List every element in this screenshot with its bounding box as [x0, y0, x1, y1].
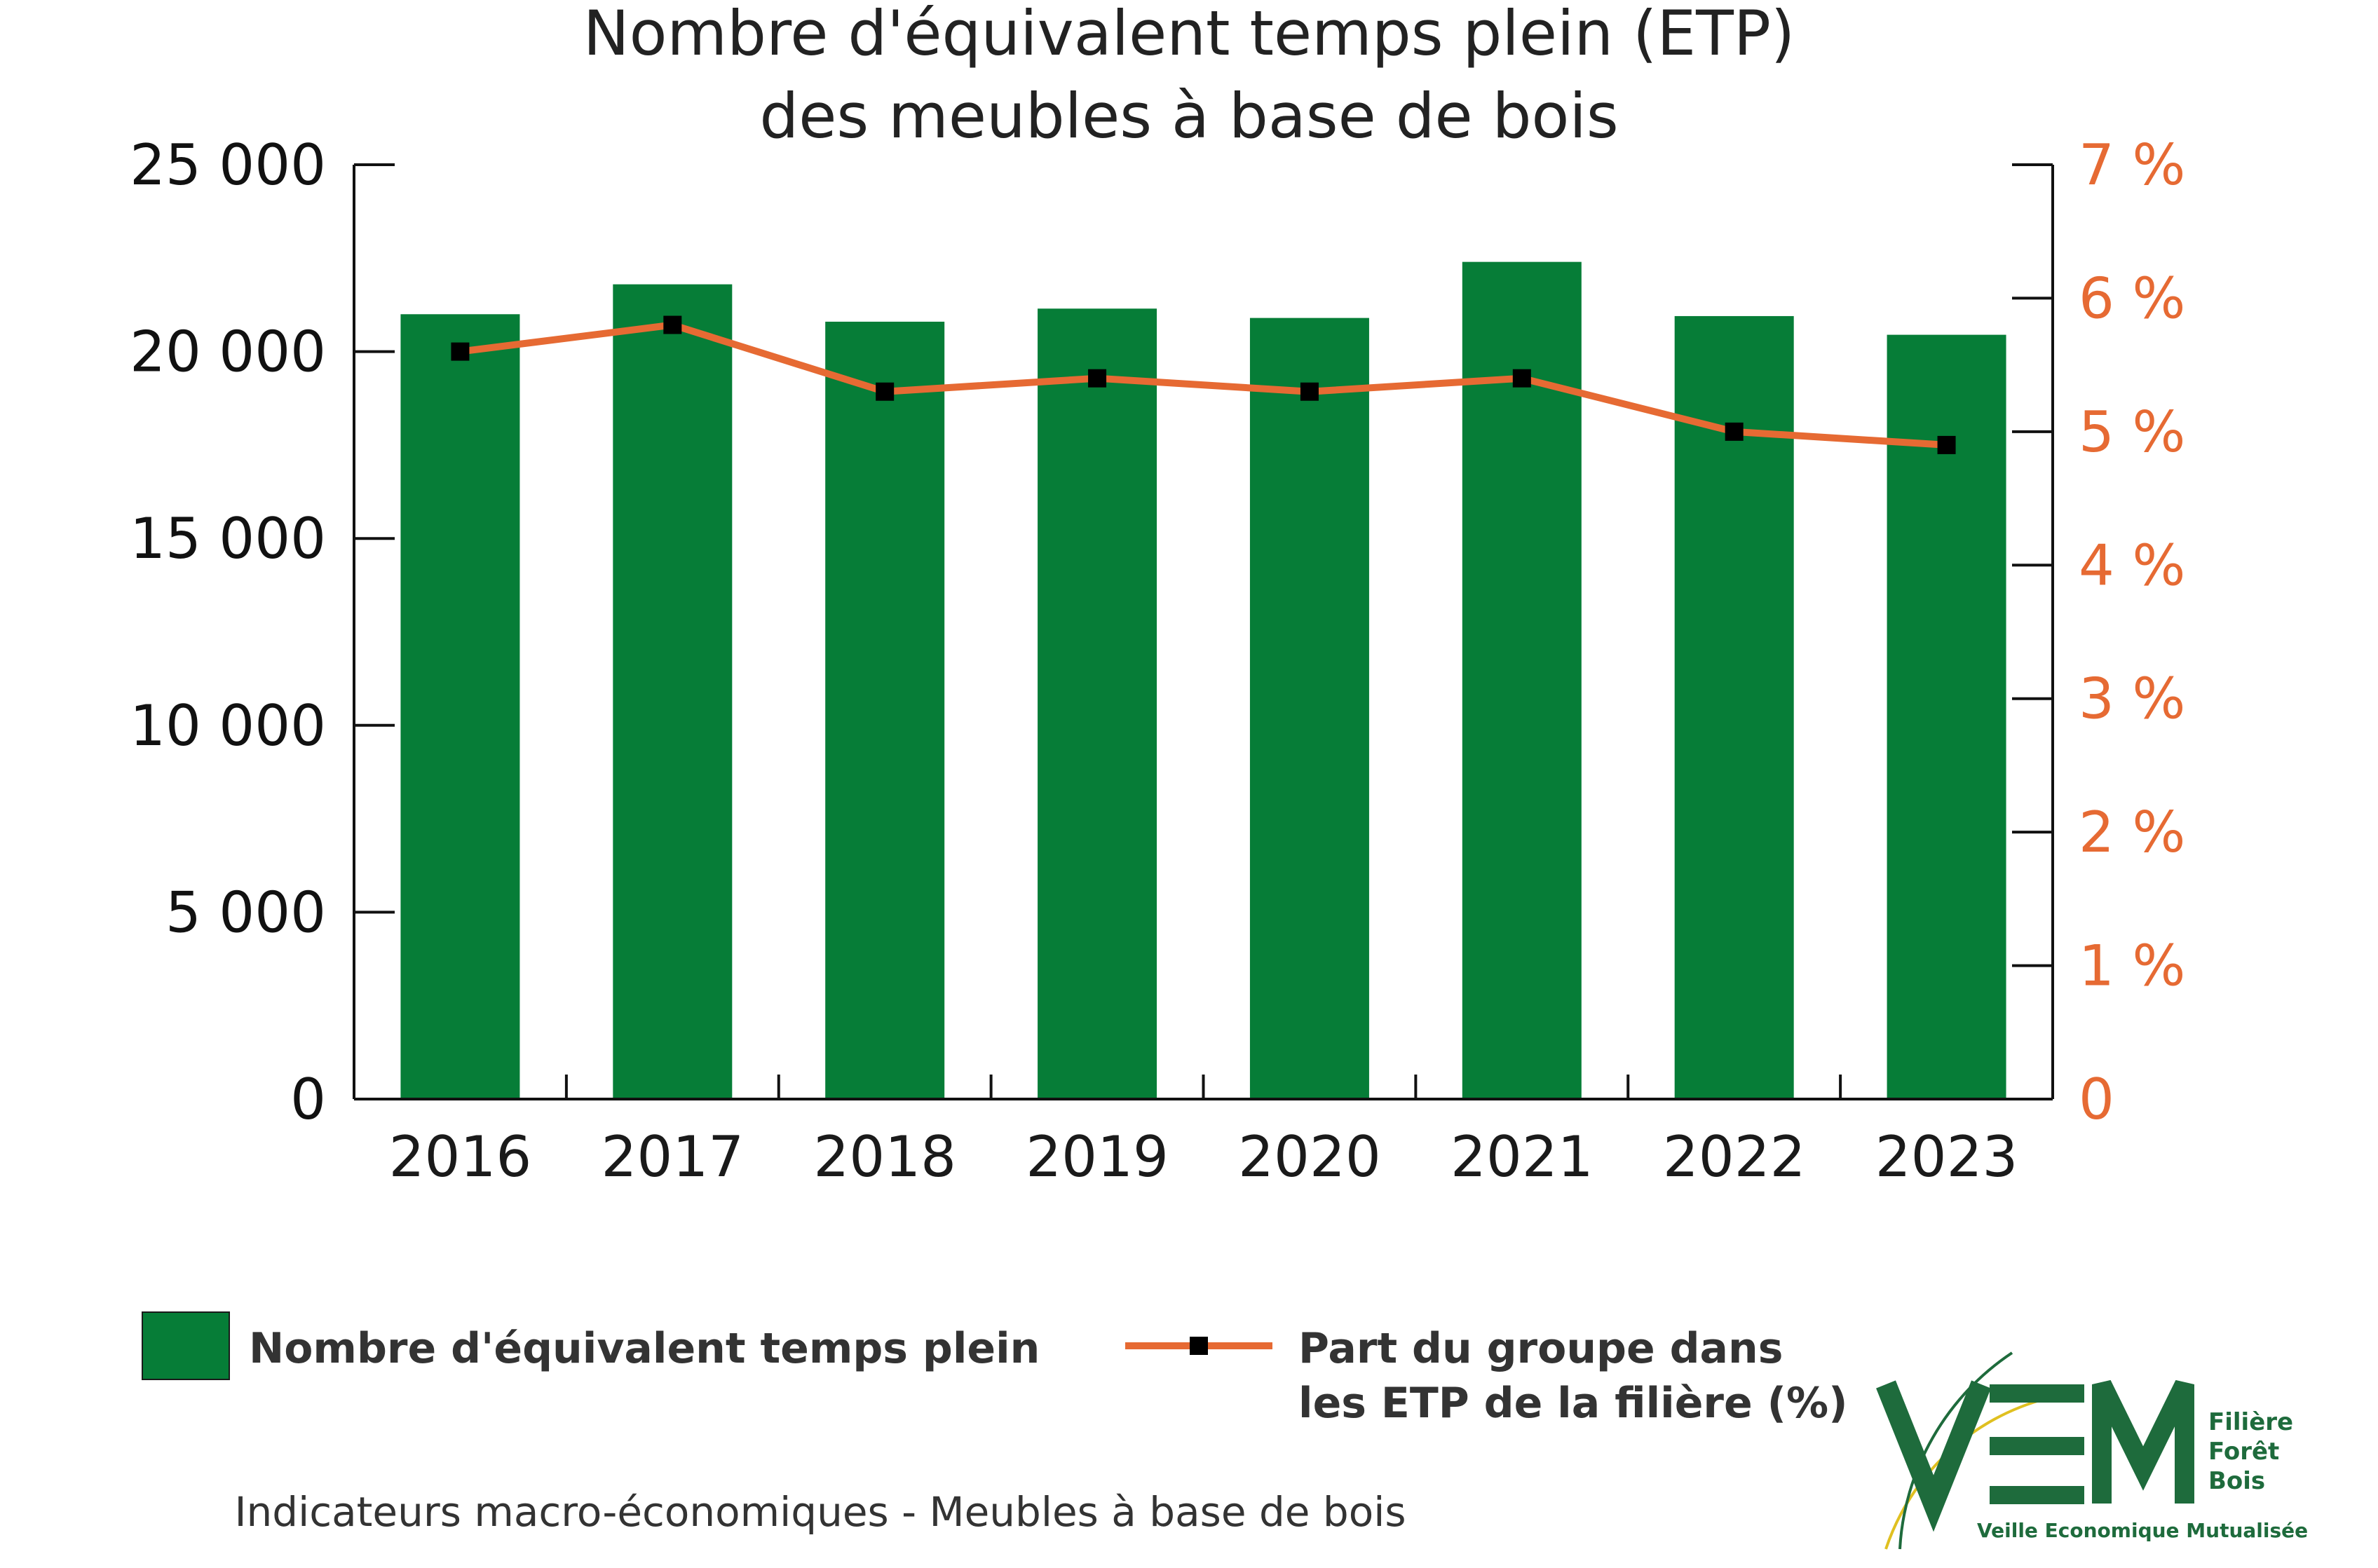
share-marker-2016 [451, 342, 470, 361]
ticks-group: 0 5 000 10 000 15 000 20 000 25 000 0 1 % 2 % 3 %… [130, 132, 2185, 1189]
logo-letter-v [1876, 1380, 1991, 1532]
y-left-tick-label: 25 000 [130, 132, 326, 198]
legend-line-label-2: les ETP de la filière (%) [1298, 1379, 1848, 1428]
y-left-tick-label: 20 000 [130, 320, 326, 385]
y-right-tick-label: 6 % [2079, 266, 2185, 331]
share-line [459, 321, 1947, 449]
logo-line2: Forêt [2208, 1438, 2279, 1466]
legend-line-label-1: Part du groupe dans [1298, 1324, 1783, 1373]
x-tick-label-2018: 2018 [813, 1124, 956, 1189]
x-tick-label-2021: 2021 [1450, 1124, 1594, 1189]
bar-2021 [1462, 261, 1582, 1100]
x-tick-label-2022: 2022 [1663, 1124, 1806, 1189]
share-marker-2021 [1512, 369, 1531, 388]
bar-2023 [1887, 334, 2006, 1100]
chart-title-line2: des meubles à base de bois [759, 80, 1618, 152]
axes-group [353, 165, 2054, 1100]
logo-e-top [1990, 1384, 2084, 1403]
logo-e-middle [1990, 1437, 2084, 1455]
x-tick-label-2016: 2016 [389, 1124, 532, 1189]
legend-line-marker [1190, 1337, 1208, 1355]
y-right-tick-label: 5 % [2079, 400, 2185, 465]
logo-e-bottom [1990, 1486, 2084, 1504]
share-marker-2023 [1937, 435, 1956, 454]
logo-line1: Filière [2208, 1408, 2293, 1436]
y-right-tick-label: 4 % [2079, 533, 2185, 598]
x-tick-label-2017: 2017 [602, 1124, 745, 1189]
logo-letter-m [2092, 1379, 2194, 1504]
x-tick-label-2023: 2023 [1875, 1124, 2018, 1189]
y-left-tick-label: 10 000 [130, 693, 326, 758]
legend-bar-swatch [142, 1311, 230, 1380]
y-right-tick-label: 1 % [2079, 934, 2185, 999]
share-marker-2022 [1725, 422, 1744, 441]
line-series-group [451, 315, 1956, 454]
share-marker-2020 [1300, 382, 1319, 401]
bar-2019 [1038, 308, 1157, 1100]
x-tick-label-2019: 2019 [1026, 1124, 1169, 1189]
bar-2016 [400, 314, 520, 1099]
y-left-tick-label: 0 [290, 1067, 326, 1132]
logo-line3: Bois [2208, 1467, 2265, 1495]
share-marker-2017 [663, 315, 682, 334]
bar-2022 [1674, 315, 1794, 1099]
x-tick-label-2020: 2020 [1238, 1124, 1381, 1189]
legend-bar-label: Nombre d'équivalent temps plein [249, 1324, 1040, 1373]
bar-2020 [1249, 318, 1369, 1099]
bar-2018 [825, 321, 945, 1100]
y-left-tick-label: 15 000 [130, 506, 326, 571]
share-marker-2018 [876, 382, 895, 401]
y-left-tick-label: 5 000 [165, 880, 326, 945]
bar-2017 [613, 284, 733, 1099]
chart-title-line1: Nombre d'équivalent temps plein (ETP) [583, 0, 1795, 69]
bars-group [400, 261, 2006, 1100]
footer-text: Indicateurs macro-économiques - Meubles … [234, 1488, 1406, 1536]
share-marker-2019 [1088, 369, 1107, 388]
y-right-tick-label: 2 % [2079, 800, 2185, 865]
y-right-tick-label: 0 [2079, 1067, 2114, 1132]
vem-logo: Filière Forêt Bois Veille Economique Mut… [1876, 1351, 2308, 1550]
y-right-tick-label: 7 % [2079, 132, 2185, 198]
logo-arc-green [1898, 1351, 2013, 1550]
y-right-tick-label: 3 % [2079, 667, 2185, 732]
logo-tagline: Veille Economique Mutualisée [1977, 1519, 2308, 1542]
